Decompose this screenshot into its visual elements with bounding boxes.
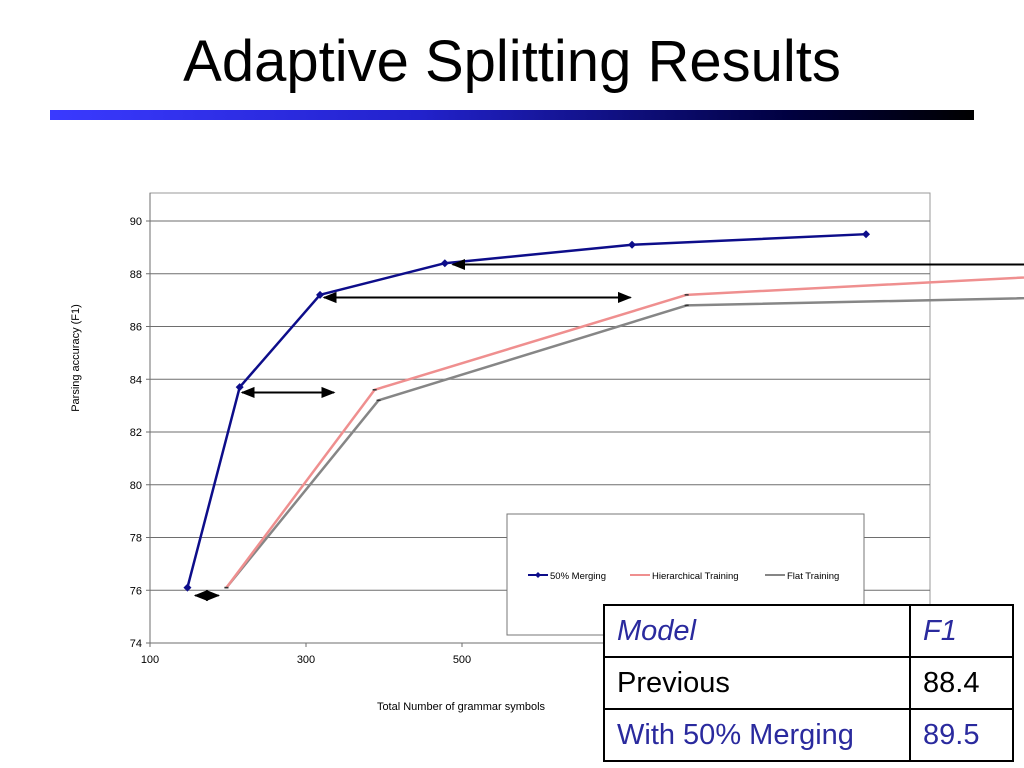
series-line-2 <box>225 296 1024 589</box>
row-f1: 88.4 <box>909 656 1014 710</box>
x-tick-label: 100 <box>141 654 159 666</box>
table-row: Previous 88.4 <box>603 656 1014 710</box>
y-tick-label: 88 <box>130 269 142 281</box>
data-point <box>183 583 192 592</box>
y-tick-label: 74 <box>130 638 142 650</box>
legend-marker <box>535 572 541 578</box>
y-axis-label: Parsing accuracy (F1) <box>70 304 82 412</box>
header-f1: F1 <box>909 604 1014 658</box>
title-rule <box>50 110 974 120</box>
legend-label: Flat Training <box>787 571 839 582</box>
header-model: Model <box>603 604 911 658</box>
data-point <box>316 290 325 299</box>
x-tick-label: 300 <box>297 654 315 666</box>
y-tick-label: 80 <box>130 480 142 492</box>
data-point <box>628 240 637 249</box>
legend-label: 50% Merging <box>550 571 606 582</box>
series-line-1 <box>225 276 1024 589</box>
y-tick-label: 84 <box>130 374 142 386</box>
table-header-row: Model F1 <box>603 604 1014 658</box>
row-model: With 50% Merging <box>603 708 911 762</box>
row-model: Previous <box>603 656 911 710</box>
data-point <box>440 259 449 268</box>
y-tick-label: 82 <box>130 427 142 439</box>
series <box>183 230 1024 592</box>
legend-label: Hierarchical Training <box>652 571 739 582</box>
x-axis-label: Total Number of grammar symbols <box>377 701 546 713</box>
arrows <box>193 258 1024 602</box>
y-tick-label: 76 <box>130 585 142 597</box>
y-tick-label: 86 <box>130 322 142 334</box>
y-tick-label: 78 <box>130 533 142 545</box>
series-line-0 <box>186 232 867 588</box>
x-tick-label: 500 <box>453 654 471 666</box>
y-tick-label: 90 <box>130 216 142 228</box>
row-f1: 89.5 <box>909 708 1014 762</box>
results-table: Model F1 Previous 88.4 With 50% Merging … <box>603 604 1014 762</box>
slide-title: Adaptive Splitting Results <box>183 29 841 94</box>
table-row: With 50% Merging 89.5 <box>603 708 1014 762</box>
data-point <box>862 230 871 239</box>
